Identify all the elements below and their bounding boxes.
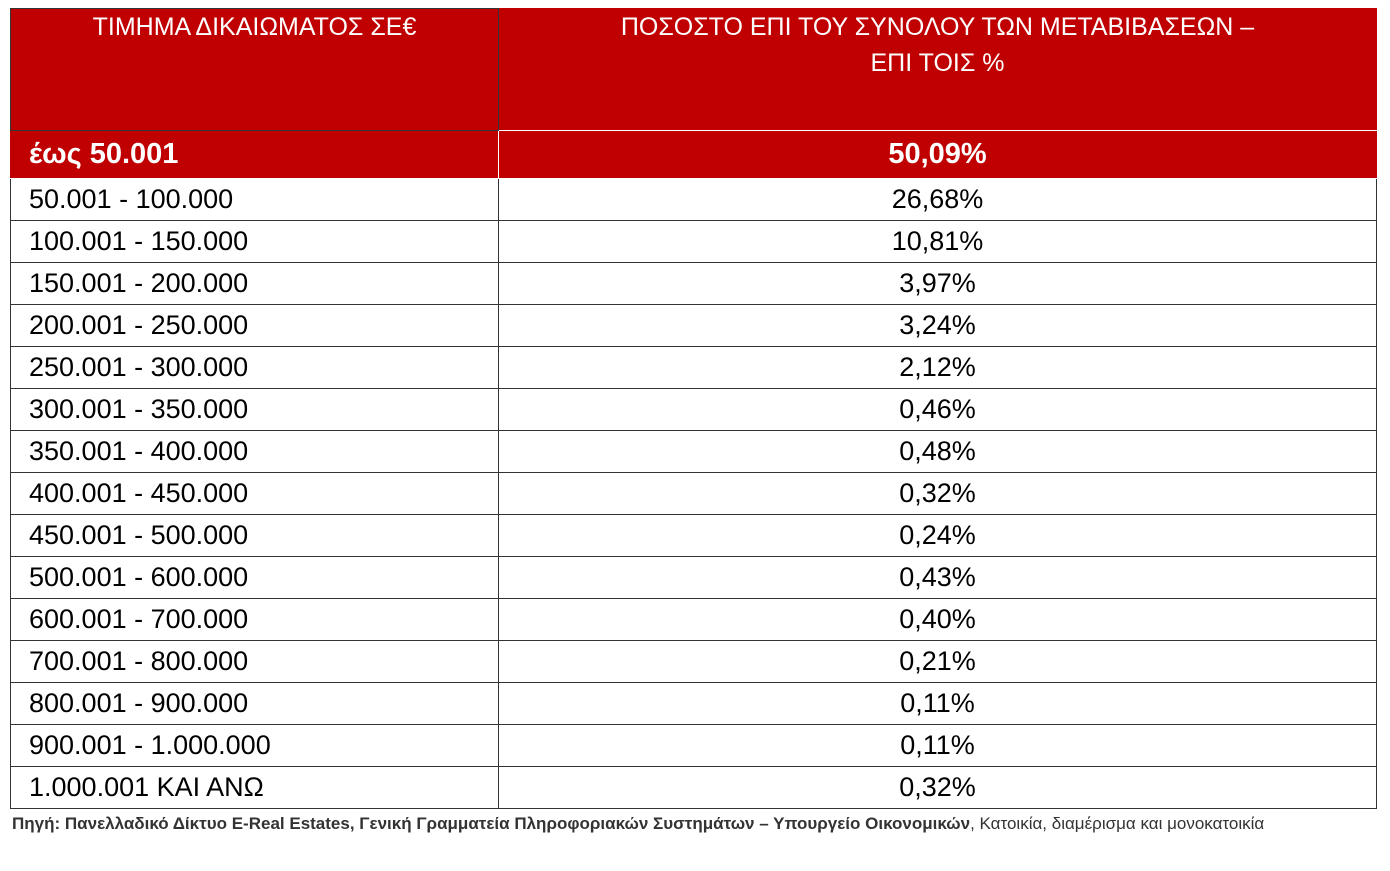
table-row: 900.001 - 1.000.000 0,11% — [10, 724, 1377, 767]
percent-cell: 0,32% — [498, 472, 1377, 515]
range-cell: 200.001 - 250.000 — [10, 304, 499, 347]
column-header-percentage-line2: ΕΠΙ ΤΟΙΣ % — [870, 49, 1005, 77]
column-header-percentage: ΠΟΣΟΣΤΟ ΕΠΙ ΤΟΥ ΣΥΝΟΛΟΥ ΤΩΝ ΜΕΤΑΒΙΒΑΣΕΩΝ… — [498, 8, 1377, 131]
table-row: 150.001 - 200.000 3,97% — [10, 262, 1377, 305]
range-cell: 300.001 - 350.000 — [10, 388, 499, 431]
percent-cell: 0,43% — [498, 556, 1377, 599]
source-note-bold: Πηγή: Πανελλαδικό Δίκτυο E-Real Estates,… — [12, 814, 971, 833]
range-cell: 100.001 - 150.000 — [10, 220, 499, 263]
percent-cell: 26,68% — [498, 178, 1377, 221]
range-cell: 500.001 - 600.000 — [10, 556, 499, 599]
highlight-range-cell: έως 50.001 — [10, 130, 499, 179]
percent-cell: 3,24% — [498, 304, 1377, 347]
range-cell: 900.001 - 1.000.000 — [10, 724, 499, 767]
table-row: 200.001 - 250.000 3,24% — [10, 304, 1377, 347]
price-distribution-table: ΤΙΜΗΜΑ ΔΙΚΑΙΩΜΑΤΟΣ ΣΕ€ ΠΟΣΟΣΤΟ ΕΠΙ ΤΟΥ Σ… — [10, 8, 1377, 809]
table-row: 600.001 - 700.000 0,40% — [10, 598, 1377, 641]
percent-cell: 10,81% — [498, 220, 1377, 263]
table-row: 800.001 - 900.000 0,11% — [10, 682, 1377, 725]
highlight-percent-cell: 50,09% — [498, 130, 1377, 179]
source-note-rest: , Κατοικία, διαμέρισμα και μονοκατοικία — [970, 814, 1265, 833]
table-row: 50.001 - 100.000 26,68% — [10, 178, 1377, 221]
table-row: 300.001 - 350.000 0,46% — [10, 388, 1377, 431]
table-row: 700.001 - 800.000 0,21% — [10, 640, 1377, 683]
range-cell: 350.001 - 400.000 — [10, 430, 499, 473]
percent-cell: 0,46% — [498, 388, 1377, 431]
table-row: 450.001 - 500.000 0,24% — [10, 514, 1377, 557]
column-header-percentage-line1: ΠΟΣΟΣΤΟ ΕΠΙ ΤΟΥ ΣΥΝΟΛΟΥ ΤΩΝ ΜΕΤΑΒΙΒΑΣΕΩΝ… — [620, 13, 1255, 41]
table-row: 350.001 - 400.000 0,48% — [10, 430, 1377, 473]
source-note: Πηγή: Πανελλαδικό Δίκτυο E-Real Estates,… — [12, 811, 1372, 836]
percent-cell: 0,11% — [498, 682, 1377, 725]
highlight-row: έως 50.001 50,09% — [10, 130, 1377, 179]
range-cell: 700.001 - 800.000 — [10, 640, 499, 683]
column-header-price-label: ΤΙΜΗΜΑ ΔΙΚΑΙΩΜΑΤΟΣ ΣΕ€ — [92, 13, 417, 41]
percent-cell: 2,12% — [498, 346, 1377, 389]
range-cell: 50.001 - 100.000 — [10, 178, 499, 221]
range-cell: 800.001 - 900.000 — [10, 682, 499, 725]
percent-cell: 3,97% — [498, 262, 1377, 305]
percent-cell: 0,40% — [498, 598, 1377, 641]
percent-cell: 0,11% — [498, 724, 1377, 767]
table-row: 250.001 - 300.000 2,12% — [10, 346, 1377, 389]
range-cell: 600.001 - 700.000 — [10, 598, 499, 641]
table-header-row: ΤΙΜΗΜΑ ΔΙΚΑΙΩΜΑΤΟΣ ΣΕ€ ΠΟΣΟΣΤΟ ΕΠΙ ΤΟΥ Σ… — [10, 8, 1377, 131]
percent-cell: 0,24% — [498, 514, 1377, 557]
percent-cell: 0,48% — [498, 430, 1377, 473]
table-row: 100.001 - 150.000 10,81% — [10, 220, 1377, 263]
percent-cell: 0,21% — [498, 640, 1377, 683]
column-header-price: ΤΙΜΗΜΑ ΔΙΚΑΙΩΜΑΤΟΣ ΣΕ€ — [10, 8, 499, 131]
table-row: 1.000.001 ΚΑΙ ΑΝΩ 0,32% — [10, 766, 1377, 809]
range-cell: 150.001 - 200.000 — [10, 262, 499, 305]
range-cell: 1.000.001 ΚΑΙ ΑΝΩ — [10, 766, 499, 809]
range-cell: 250.001 - 300.000 — [10, 346, 499, 389]
range-cell: 450.001 - 500.000 — [10, 514, 499, 557]
table-row: 400.001 - 450.000 0,32% — [10, 472, 1377, 515]
percent-cell: 0,32% — [498, 766, 1377, 809]
range-cell: 400.001 - 450.000 — [10, 472, 499, 515]
table-row: 500.001 - 600.000 0,43% — [10, 556, 1377, 599]
